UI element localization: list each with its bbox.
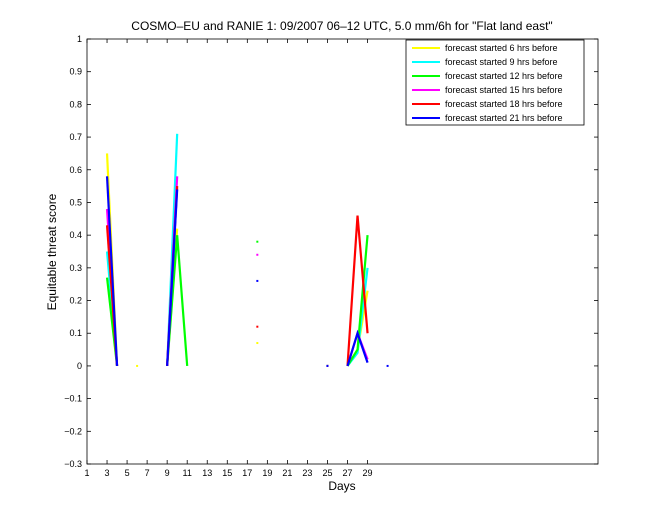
x-tick-label: 5 (125, 468, 130, 478)
x-tick-label: 9 (165, 468, 170, 478)
x-tick-label: 7 (145, 468, 150, 478)
legend-label: forecast started 6 hrs before (445, 43, 558, 53)
legend-label: forecast started 12 hrs before (445, 71, 563, 81)
legend-label: forecast started 18 hrs before (445, 99, 563, 109)
legend-label: forecast started 21 hrs before (445, 113, 563, 123)
x-axis-ticks: 1 3 5 7 9 11 13 15 17 19 21 23 25 27 29 (84, 39, 373, 478)
x-tick-label: 1 (84, 468, 89, 478)
legend: forecast started 6 hrs before forecast st… (405, 39, 585, 126)
y-tick-label: 0.8 (69, 99, 82, 109)
y-axis-label: Equitable threat score (45, 193, 59, 310)
y-tick-label: 0.1 (69, 328, 82, 338)
legend-label: forecast started 15 hrs before (445, 85, 563, 95)
series-line-5 (346, 215, 369, 366)
series-line-6 (105, 176, 119, 366)
x-tick-label: 15 (222, 468, 232, 478)
y-tick-label: 1 (77, 34, 82, 44)
y-tick-label: 0.2 (69, 296, 82, 306)
x-tick-label: 23 (302, 468, 312, 478)
y-tick-label: −0.1 (64, 394, 82, 404)
x-tick-label: 21 (282, 468, 292, 478)
y-tick-label: 0.3 (69, 263, 82, 273)
y-tick-label: 0.7 (69, 132, 82, 142)
x-tick-label: 13 (202, 468, 212, 478)
y-tick-label: −0.2 (64, 426, 82, 436)
y-tick-label: 0 (77, 361, 82, 371)
y-tick-label: 0.6 (69, 165, 82, 175)
x-tick-label: 29 (363, 468, 373, 478)
y-axis-ticks: −0.3 −0.2 −0.1 0 0.1 0.2 0.3 0.4 0.5 0.6 0.7 0.8 0.9… (64, 34, 598, 469)
series-line-3 (346, 235, 369, 367)
chart-title: COSMO–EU and RANIE 1: 09/2007 06–12 UTC,… (131, 19, 552, 33)
series-line-6 (166, 189, 179, 366)
x-tick-label: 25 (322, 468, 332, 478)
x-axis-label: Days (328, 479, 355, 493)
y-tick-label: 0.4 (69, 230, 82, 240)
y-tick-label: −0.3 (64, 459, 82, 469)
y-tick-label: 0.5 (69, 197, 82, 207)
legend-box (405, 39, 585, 126)
series-lines (105, 133, 389, 367)
series-line-6 (346, 329, 369, 367)
y-tick-label: 0.9 (69, 67, 82, 77)
x-tick-label: 27 (343, 468, 353, 478)
x-tick-label: 19 (262, 468, 272, 478)
x-tick-label: 11 (183, 468, 192, 478)
x-tick-label: 3 (105, 468, 110, 478)
legend-label: forecast started 9 hrs before (445, 57, 558, 67)
x-tick-label: 17 (242, 468, 252, 478)
